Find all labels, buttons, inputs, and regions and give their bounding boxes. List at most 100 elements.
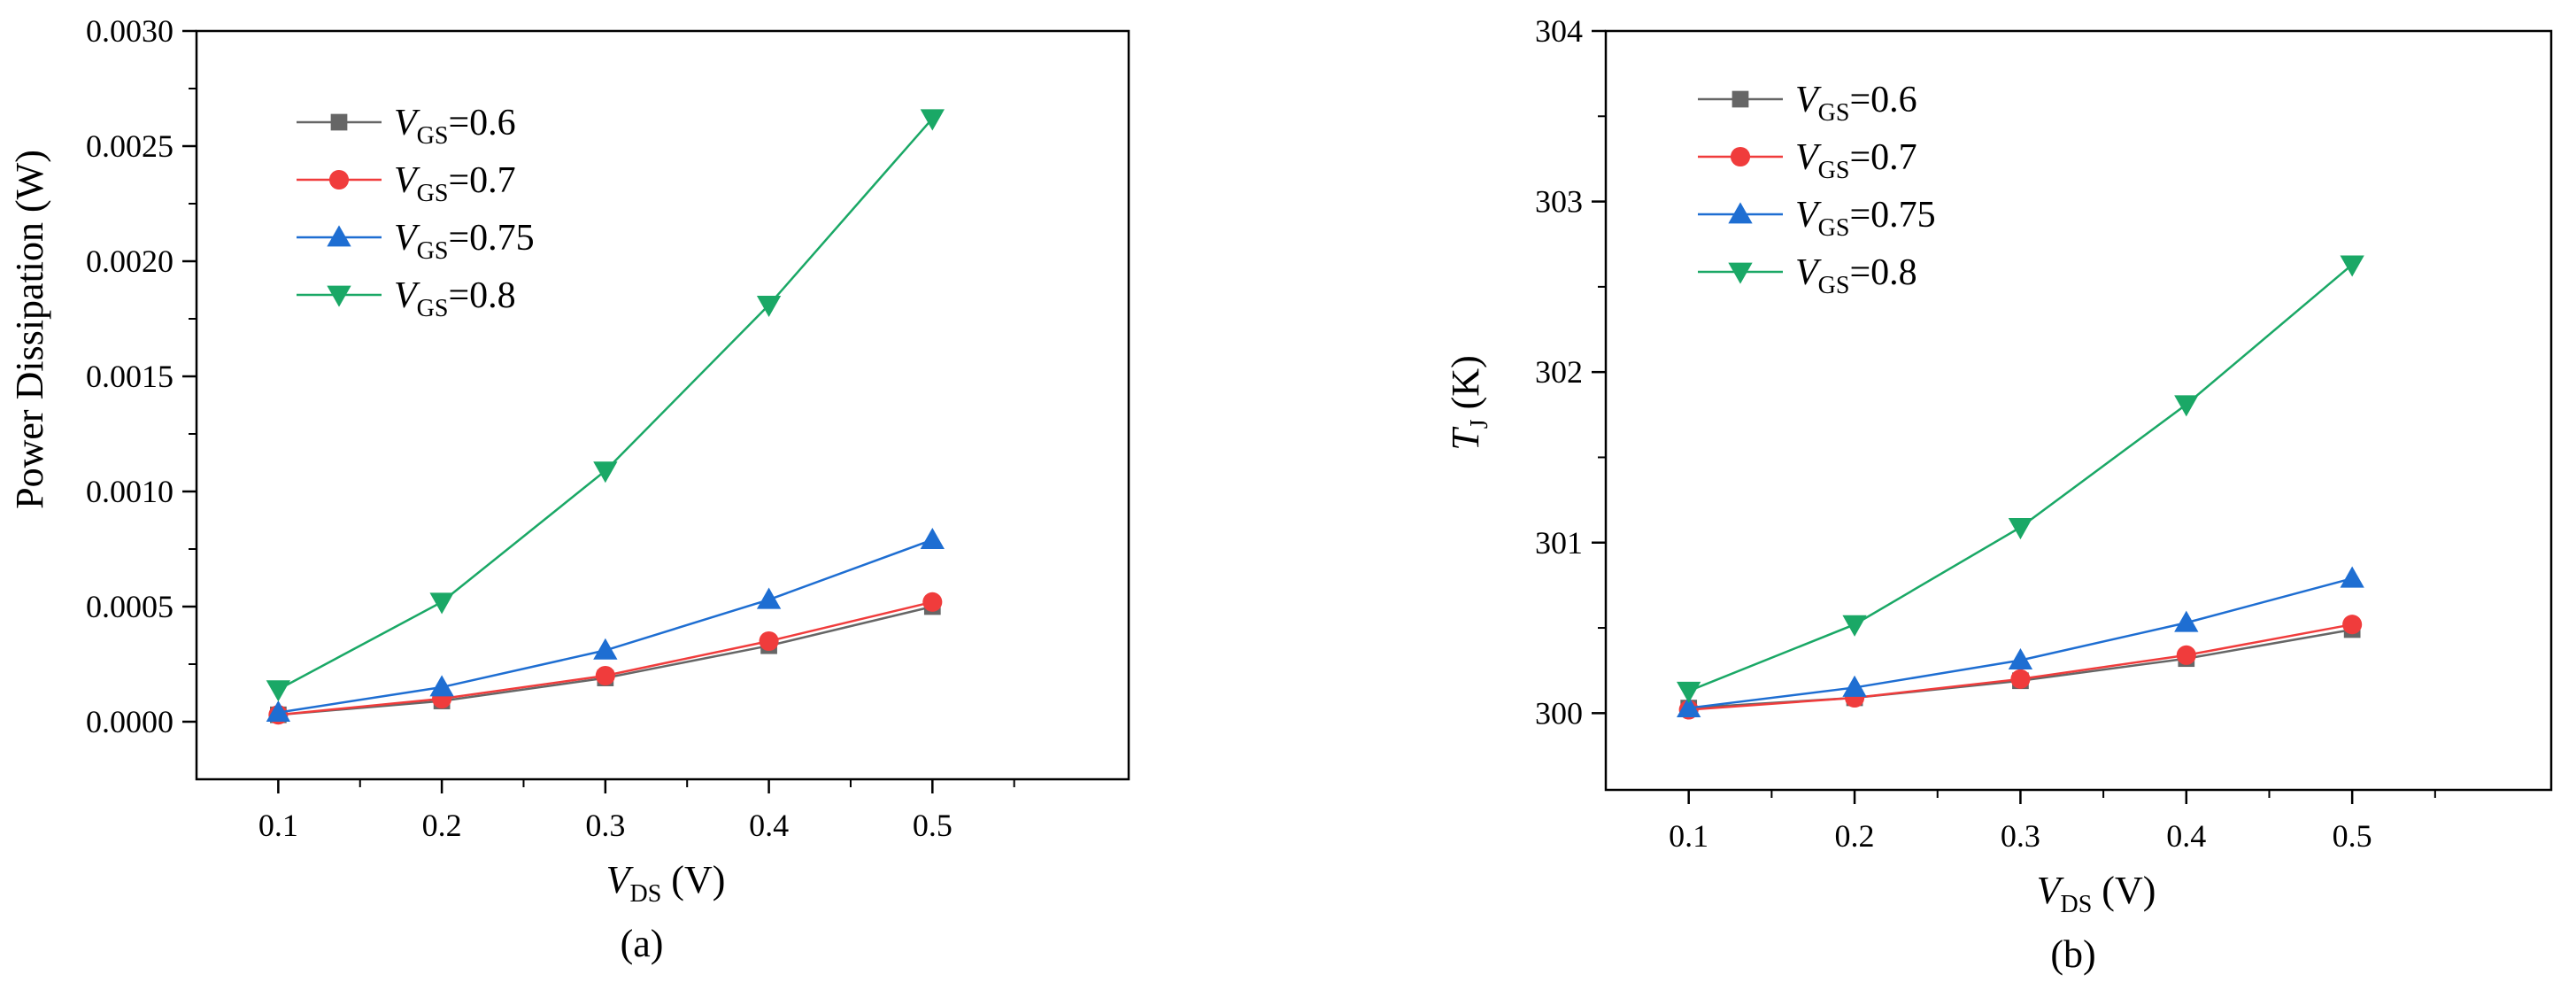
series-line: [278, 605, 933, 716]
legend-marker: [1728, 262, 1753, 284]
data-point: [759, 631, 779, 652]
y-tick-label: 0.0010: [86, 474, 174, 509]
data-point: [1677, 695, 1701, 717]
data-point: [2010, 669, 2031, 689]
legend-sub: GS: [417, 237, 449, 265]
legend-value: =0.6: [448, 103, 515, 143]
legend-marker: [1728, 202, 1753, 224]
series-vgs-0_6: [270, 598, 941, 723]
series-line: [1688, 263, 2353, 692]
data-point: [266, 700, 291, 722]
legend-value: =0.75: [448, 218, 534, 259]
legend-marker: [1731, 90, 1749, 108]
legend-label: VGS=0.8: [394, 275, 516, 322]
data-point: [920, 527, 945, 549]
legend-value: =0.8: [1849, 252, 1917, 293]
legend-sub: GS: [417, 122, 449, 150]
x-tick-label: 0.2: [1835, 818, 1875, 854]
x-axis-label: VDS (V): [2037, 869, 2156, 918]
y-tick-label: 0.0020: [86, 244, 174, 279]
x-tick-label: 0.1: [1669, 818, 1708, 854]
x-tick-label: 0.5: [2333, 818, 2372, 854]
data-point: [2174, 610, 2199, 632]
y-axis-label: Power Dissipation (W): [8, 150, 51, 509]
data-point: [756, 587, 782, 609]
x-tick-label: 0.4: [2166, 818, 2206, 854]
x-axis-unit: (V): [2092, 869, 2156, 912]
x-axis-label: VDS (V): [606, 858, 726, 908]
legend-label: VGS=0.75: [1795, 195, 1936, 242]
x-tick-label: 0.4: [749, 808, 789, 843]
data-point: [1677, 681, 1701, 703]
data-point: [920, 109, 945, 131]
plot-frame: [195, 29, 1130, 781]
legend-var: V: [394, 103, 420, 143]
legend-label: VGS=0.6: [1795, 80, 1917, 127]
legend-value: =0.6: [1849, 80, 1917, 120]
chart-panel-a: 0.1 0.2 0.3 0.4 0.5 0.0000 0.0005 0.0010 0.0015 0…: [8, 13, 1130, 965]
y-tick-label: 0.0005: [86, 589, 174, 624]
data-point: [429, 675, 454, 697]
x-tick-label: 0.5: [913, 808, 953, 843]
data-point: [1842, 615, 1867, 637]
x-axis-sub: DS: [2061, 891, 2093, 918]
data-point: [2008, 518, 2033, 540]
legend-sub: GS: [1818, 214, 1850, 242]
legend-label: VGS=0.7: [1795, 137, 1917, 184]
x-tick-label: 0.2: [422, 808, 462, 843]
panel-caption: (a): [621, 922, 664, 965]
legend-marker: [327, 285, 351, 307]
data-point: [756, 296, 782, 318]
legend-sub: GS: [417, 180, 449, 207]
legend-item: VGS=0.7: [1698, 137, 1917, 184]
data-point: [2340, 566, 2364, 588]
data-point: [1842, 675, 1867, 697]
y-tick-label: 302: [1535, 354, 1583, 390]
data-point: [593, 638, 618, 660]
y-tick-label: 0.0025: [86, 128, 174, 164]
legend-var: V: [1795, 195, 1822, 236]
y-axis-var: T: [1444, 426, 1487, 451]
data-point: [595, 665, 615, 686]
series-vgs-0_8: [1677, 255, 2364, 703]
x-tick-label: 0.3: [585, 808, 625, 843]
series-vgs-0_75: [266, 527, 945, 722]
legend-sub: GS: [1818, 157, 1850, 184]
legend-label: VGS=0.6: [394, 103, 516, 150]
data-point: [266, 680, 291, 702]
legend-var: V: [394, 160, 420, 201]
legend-value: =0.75: [1849, 195, 1935, 236]
data-point: [922, 592, 943, 612]
y-axis-sub: J: [1466, 419, 1493, 429]
y-axis-text: Power Dissipation (W): [8, 150, 51, 509]
x-axis-var: V: [606, 858, 635, 901]
series-vgs-0_7: [268, 592, 943, 725]
data-point: [593, 461, 618, 484]
legend-var: V: [1795, 252, 1822, 293]
legend-item: VGS=0.75: [297, 218, 535, 265]
data-point: [2176, 645, 2196, 665]
y-tick-label: 301: [1535, 525, 1583, 561]
legend-item: VGS=0.8: [1698, 252, 1917, 299]
legend-item: VGS=0.6: [1698, 80, 1917, 127]
legend-marker: [328, 169, 350, 190]
legend-value: =0.8: [448, 275, 515, 316]
legend-item: VGS=0.7: [297, 160, 516, 207]
x-tick-label: 0.1: [258, 808, 298, 843]
legend-item: VGS=0.6: [297, 103, 516, 150]
series-vgs-0_75: [1677, 566, 2364, 717]
legend-sub: GS: [1818, 272, 1850, 299]
series-vgs-0_8: [266, 109, 945, 702]
x-axis-unit: (V): [661, 858, 725, 901]
legend-value: =0.7: [1849, 137, 1917, 178]
legend-marker: [1730, 146, 1751, 167]
legend-marker: [327, 225, 351, 247]
legend-label: VGS=0.7: [394, 160, 516, 207]
legend-sub: GS: [417, 295, 449, 322]
legend-value: =0.7: [448, 160, 515, 201]
x-axis-sub: DS: [630, 880, 662, 908]
y-axis-label: TJ (K): [1444, 355, 1493, 450]
